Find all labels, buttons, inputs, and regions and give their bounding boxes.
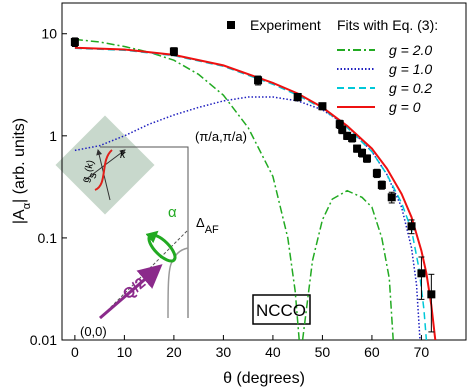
annotation: α <box>168 204 177 221</box>
y-tick-label: 10 <box>41 26 57 42</box>
data-point <box>372 169 381 178</box>
data-point <box>343 131 352 140</box>
data-point <box>254 76 263 85</box>
x-tick-label: 30 <box>216 344 232 360</box>
annotation: (π/a,π/a) <box>195 129 247 144</box>
x-tick-label: 20 <box>166 344 182 360</box>
data-point <box>169 47 178 56</box>
x-tick-label: 0 <box>71 344 79 360</box>
x-label: θ (degrees) <box>223 370 305 387</box>
data-point <box>338 125 347 134</box>
legend-label: Experiment <box>250 17 321 33</box>
inset-box <box>100 146 189 318</box>
data-point <box>387 193 396 202</box>
legend-label: g = 0.2 <box>389 80 432 96</box>
annotation: ΔAF <box>196 215 219 236</box>
data-point <box>362 154 371 163</box>
inset <box>55 115 311 325</box>
plot-area <box>70 37 437 340</box>
text-part: Δ <box>196 215 205 230</box>
text-part: g <box>80 176 92 184</box>
alpha-pocket <box>147 233 177 263</box>
data-point <box>335 120 344 129</box>
fermi-surface <box>167 247 189 319</box>
legend-marker <box>227 21 235 29</box>
annotation: k <box>120 149 126 161</box>
y-tick-label: 0.1 <box>38 230 58 246</box>
data-point <box>293 93 302 102</box>
annotation: NCCO <box>256 301 306 320</box>
text-part: |A <box>11 209 28 224</box>
fit-line <box>74 38 394 340</box>
y-tick-label: 1 <box>49 128 57 144</box>
q-arrow <box>99 264 163 320</box>
x-tick-label: 70 <box>414 344 430 360</box>
data-point <box>348 134 357 143</box>
x-tick-label: 50 <box>315 344 331 360</box>
subscript: s <box>87 171 100 180</box>
sample-box <box>252 294 311 325</box>
data-point <box>377 180 386 189</box>
inset-curve <box>94 149 113 191</box>
data-point <box>427 290 436 299</box>
fit-line <box>74 96 421 340</box>
fit-line <box>74 46 437 340</box>
data-point <box>353 144 362 153</box>
subscript: α <box>21 202 33 209</box>
data-point <box>70 37 79 46</box>
x-tick-label: 60 <box>364 344 380 360</box>
x-tick-label: 10 <box>117 344 133 360</box>
text-part: (k) <box>83 159 97 173</box>
data-point <box>417 269 426 278</box>
data-point <box>358 148 367 157</box>
legend-label: g = 2.0 <box>389 42 432 58</box>
annotation: gs(k) <box>80 159 102 185</box>
data-point <box>318 102 327 111</box>
alpha-arrow <box>145 230 159 244</box>
plot-frame <box>61 2 467 341</box>
text-part: | (arb. units) <box>11 118 28 203</box>
annotation: (0,0) <box>80 324 107 339</box>
data-point <box>407 222 416 231</box>
y-label: |Aα| (arb. units) <box>11 118 33 224</box>
subscript: AF <box>205 224 219 236</box>
x-tick-label: 40 <box>265 344 281 360</box>
legend-label: g = 1.0 <box>389 61 432 77</box>
legend-label: g = 0 <box>389 99 421 115</box>
y-tick-label: 0.01 <box>30 332 57 348</box>
legend-title: Fits with Eq. (3): <box>337 17 438 33</box>
